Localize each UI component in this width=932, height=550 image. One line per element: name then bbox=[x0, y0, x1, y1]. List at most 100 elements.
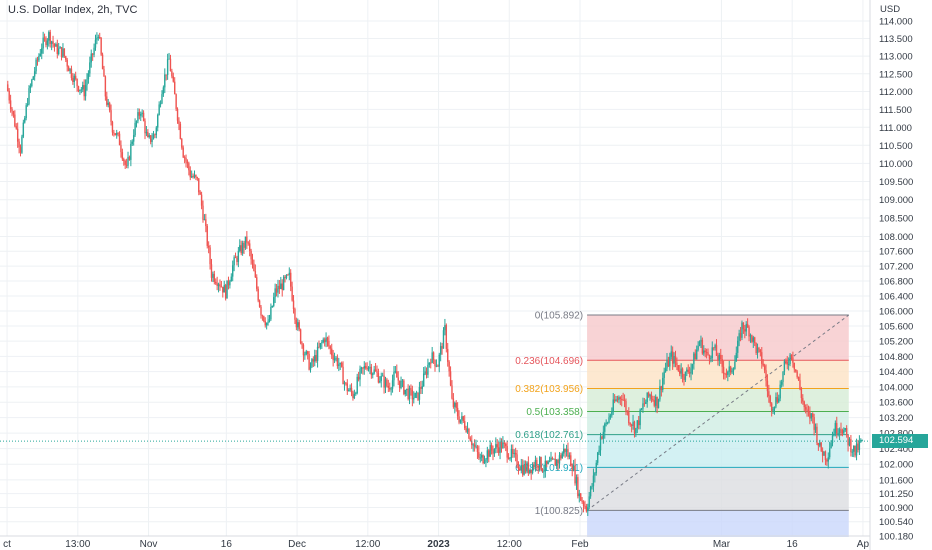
candle-body bbox=[29, 85, 32, 89]
candle-body bbox=[230, 276, 232, 282]
candle-body bbox=[708, 355, 711, 359]
x-tick-label: Dec bbox=[288, 539, 306, 550]
candle-body bbox=[858, 441, 861, 450]
candle-body bbox=[132, 135, 135, 142]
candle-body bbox=[472, 444, 474, 446]
candle-body bbox=[608, 417, 610, 423]
candle-body bbox=[410, 388, 412, 390]
candle-body bbox=[46, 40, 49, 46]
candle-body bbox=[550, 457, 552, 462]
candle-body bbox=[664, 368, 667, 372]
candle-body bbox=[650, 394, 653, 400]
candle-body bbox=[134, 122, 136, 136]
candle-body bbox=[629, 423, 631, 425]
candle-body bbox=[547, 461, 549, 464]
candle-body bbox=[290, 272, 292, 287]
candles bbox=[7, 29, 863, 516]
candle-body bbox=[785, 361, 787, 363]
candle-body bbox=[640, 408, 643, 410]
candle-body bbox=[646, 392, 648, 403]
fib-level-label: 0.786(101.921) bbox=[515, 463, 583, 474]
fibonacci-retracement[interactable]: 0(105.892) 0.236(104.696) 0.382(103.956) 0.… bbox=[515, 311, 850, 537]
candle-body bbox=[377, 372, 380, 383]
candle-body bbox=[438, 354, 440, 367]
candle-body bbox=[31, 79, 33, 86]
candle-body bbox=[632, 421, 634, 426]
candle-body bbox=[628, 411, 630, 424]
candle-body bbox=[104, 76, 107, 97]
candle-body bbox=[215, 281, 217, 284]
candle-body bbox=[77, 86, 80, 92]
candle-body bbox=[454, 402, 456, 407]
current-price-tag: 102.594 bbox=[872, 434, 928, 449]
candle-body bbox=[828, 448, 831, 458]
candle-body bbox=[396, 371, 398, 378]
candle-body bbox=[563, 448, 565, 454]
candle-body bbox=[745, 323, 747, 332]
candle-body bbox=[853, 445, 855, 452]
candle-body bbox=[492, 450, 494, 454]
candle-body bbox=[855, 443, 858, 456]
candle-body bbox=[584, 505, 586, 507]
candle-body bbox=[679, 370, 681, 374]
candle-body bbox=[541, 469, 544, 472]
candle-body bbox=[38, 56, 40, 61]
candle-body bbox=[123, 159, 125, 161]
candle-body bbox=[790, 354, 793, 358]
candle-body bbox=[387, 385, 390, 388]
candle-body bbox=[683, 377, 685, 380]
candle-body bbox=[698, 341, 701, 346]
candle-body bbox=[346, 383, 348, 392]
candle-body bbox=[15, 126, 17, 129]
candle-body bbox=[287, 274, 289, 276]
candle-body bbox=[595, 462, 597, 474]
candle-body bbox=[748, 327, 750, 337]
candle-body bbox=[186, 161, 189, 164]
candle-body bbox=[323, 339, 326, 343]
x-tick-label: 12:00 bbox=[497, 539, 522, 550]
candle-body bbox=[687, 369, 689, 373]
y-tick-label: 104.400 bbox=[879, 367, 913, 378]
candle-body bbox=[819, 442, 821, 446]
candle-body bbox=[711, 347, 713, 359]
candle-body bbox=[749, 335, 752, 337]
candle-body bbox=[598, 450, 600, 453]
candle-body bbox=[758, 347, 760, 350]
candle-body bbox=[196, 177, 199, 179]
candle-body bbox=[135, 121, 138, 123]
candle-body bbox=[526, 462, 528, 472]
candle-body bbox=[514, 452, 517, 455]
candle-body bbox=[483, 461, 486, 464]
candle-body bbox=[455, 402, 457, 408]
candle-body bbox=[647, 392, 650, 397]
candle-body bbox=[812, 413, 814, 418]
candle-body bbox=[669, 356, 671, 367]
candle-body bbox=[605, 422, 607, 424]
y-tick-label: 110.500 bbox=[879, 141, 913, 152]
candle-body bbox=[766, 380, 769, 392]
candle-body bbox=[369, 366, 371, 368]
fib-zone bbox=[587, 411, 849, 435]
candle-body bbox=[841, 430, 844, 434]
candle-body bbox=[226, 280, 228, 299]
candle-body bbox=[673, 355, 675, 364]
candle-body bbox=[503, 442, 506, 444]
candle-body bbox=[301, 343, 303, 345]
candle-body bbox=[336, 357, 339, 367]
candle-body bbox=[715, 345, 718, 356]
candle-body bbox=[411, 389, 414, 400]
candle-body bbox=[654, 396, 657, 406]
candle-body bbox=[185, 157, 187, 162]
candle-body bbox=[582, 502, 585, 506]
candle-body bbox=[486, 450, 489, 460]
candle-body bbox=[213, 273, 216, 282]
candle-body bbox=[328, 340, 330, 347]
candle-body bbox=[741, 322, 743, 338]
candle-body bbox=[714, 345, 716, 348]
candle-body bbox=[99, 36, 101, 39]
candle-body bbox=[420, 387, 422, 389]
candle-body bbox=[212, 273, 214, 278]
candle-body bbox=[496, 444, 498, 448]
